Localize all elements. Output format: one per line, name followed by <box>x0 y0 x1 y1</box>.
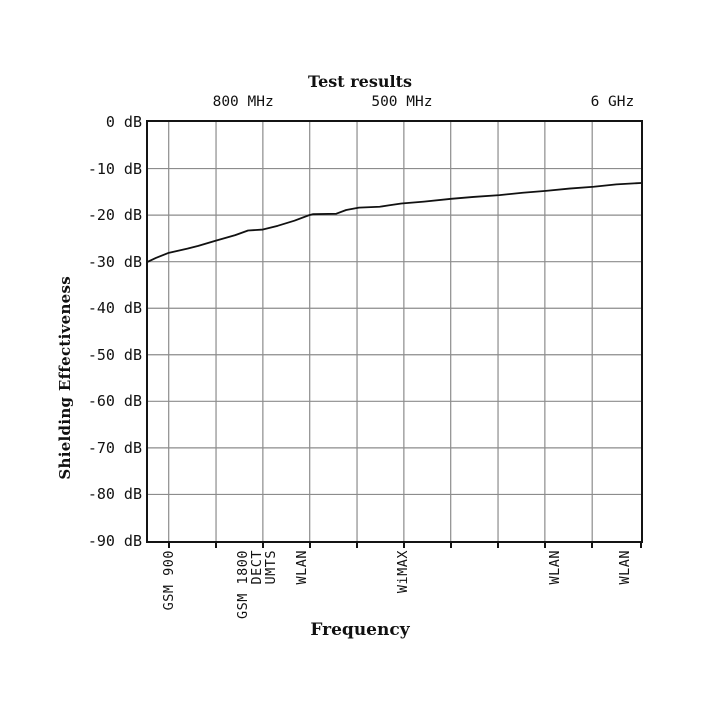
x-tick-mark <box>543 543 546 548</box>
y-tick-label: -70 dB <box>87 438 142 457</box>
x-tick-mark <box>167 543 170 548</box>
x-tick-mark <box>449 543 452 548</box>
y-tick-label: -40 dB <box>87 299 142 318</box>
y-tick-label: -30 dB <box>87 252 142 271</box>
y-tick-label: -90 dB <box>87 532 142 550</box>
y-tick-label: -10 dB <box>87 159 142 178</box>
x-category-label-gsm-1800: GSM 1800 <box>234 550 251 620</box>
x-tick-mark <box>356 543 359 548</box>
plot-canvas <box>148 122 641 541</box>
x-category-label-umts: UMTS <box>262 550 279 585</box>
y-tick-label: -20 dB <box>87 206 142 225</box>
top-axis-label: 800 MHz <box>212 94 274 110</box>
x-tick-mark <box>591 543 594 548</box>
x-tick-mark <box>308 543 311 548</box>
top-frequency-axis: 800 MHz 500 MHz 6 GHz <box>0 92 720 112</box>
top-axis-label: 6 GHz <box>590 94 635 110</box>
top-axis-label: 500 MHz <box>371 94 433 110</box>
x-tick-mark <box>640 543 642 548</box>
chart-title: Test results <box>308 72 412 91</box>
x-tick-mark <box>497 543 500 548</box>
y-tick-label: -60 dB <box>87 392 142 411</box>
x-axis-title: Frequency <box>310 620 410 640</box>
y-tick-label: 0 dB <box>105 113 142 131</box>
y-axis-title: Shielding Effectiveness <box>56 276 74 480</box>
x-tick-mark <box>261 543 264 548</box>
x-category-label-wlan: WLAN <box>617 550 634 585</box>
x-tick-mark <box>215 543 218 548</box>
x-category-label-wimax: WiMAX <box>395 550 412 594</box>
x-category-label-wlan: WLAN <box>294 550 311 585</box>
y-tick-label: -50 dB <box>87 345 142 364</box>
series-line-shielding-effectiveness <box>148 183 641 262</box>
plot-area <box>146 120 643 543</box>
x-tick-mark <box>402 543 405 548</box>
y-tick-label: -80 dB <box>87 485 142 504</box>
x-category-label-gsm-900: GSM 900 <box>160 550 177 611</box>
x-category-label-wlan: WLAN <box>546 550 563 585</box>
